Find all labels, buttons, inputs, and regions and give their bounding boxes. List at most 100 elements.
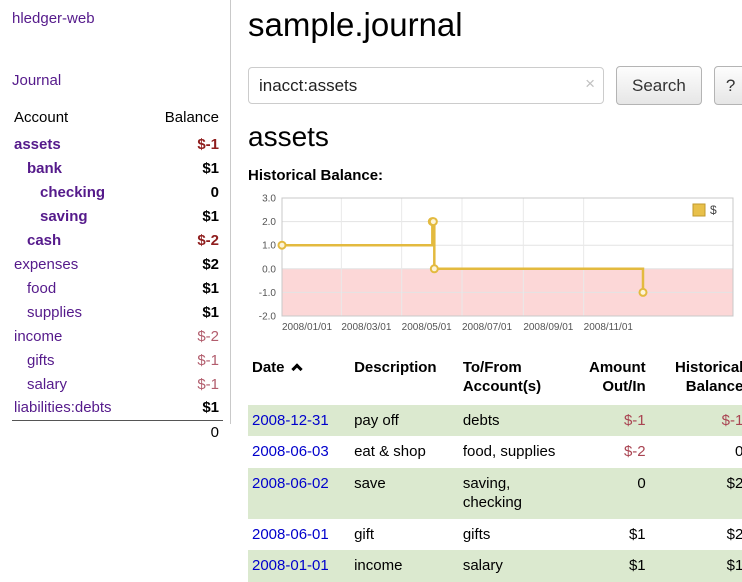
account-name-cell: checking xyxy=(12,180,143,204)
svg-text:3.0: 3.0 xyxy=(262,194,276,205)
description-cell: save xyxy=(354,474,386,492)
search-button[interactable]: Search xyxy=(616,66,702,105)
transaction-date-link[interactable]: 2008-01-01 xyxy=(252,557,329,574)
transaction-date-link[interactable]: 2008-06-01 xyxy=(252,525,329,543)
main-content: sample.journal × Search ? assets Histori… xyxy=(231,0,742,582)
account-name-cell: gifts xyxy=(12,348,143,372)
app-title-link[interactable]: hledger-web xyxy=(12,10,95,27)
register-row: 2008-06-02 save saving, checking 0 $2 xyxy=(248,467,742,519)
register-rows: 2008-12-31 pay off debts $-1 $-1 2008-06-03 ea… xyxy=(248,404,742,582)
svg-text:2008/07/01: 2008/07/01 xyxy=(462,322,512,333)
amount-cell: $1 xyxy=(628,525,646,543)
date-cell: 2008-01-01 xyxy=(248,550,350,582)
sidebar-account-link[interactable]: assets xyxy=(14,135,61,153)
account-row: saving $1 xyxy=(12,204,223,228)
account-row: gifts $-1 xyxy=(12,348,223,372)
tofrom-account-cell: salary xyxy=(462,557,503,574)
amount-cell: $1 xyxy=(628,557,646,574)
sidebar-account-link[interactable]: bank xyxy=(27,159,63,177)
historical-balance-cell: $2 xyxy=(726,474,742,492)
account-row: expenses $2 xyxy=(12,252,223,276)
chart-svg: 2008/01/01 2008/03/01 2008/05/01 2008/07/01… xyxy=(259,194,734,333)
sort-ascending-icon[interactable] xyxy=(290,363,303,375)
account-name-cell: food xyxy=(12,276,143,300)
sidebar-account-link[interactable]: saving xyxy=(40,207,88,225)
clear-search-icon[interactable]: × xyxy=(585,74,595,93)
svg-text:-2.0: -2.0 xyxy=(259,312,277,323)
account-balance: $-1 xyxy=(197,375,219,393)
search-row: × Search ? xyxy=(248,66,742,105)
tofrom-account-cell: debts xyxy=(462,411,500,429)
amount-cell: $-2 xyxy=(623,443,646,460)
historical-balance-cell: $1 xyxy=(726,557,742,574)
account-heading: assets xyxy=(248,121,329,152)
transaction-date-link[interactable]: 2008-06-03 xyxy=(252,443,329,460)
register-header-date: Date xyxy=(252,359,285,376)
sidebar-account-link[interactable]: food xyxy=(27,279,57,297)
account-name-cell: liabilities:debts xyxy=(12,396,143,420)
account-row: assets $-1 xyxy=(12,132,223,156)
description-cell: pay off xyxy=(354,411,399,429)
svg-text:2008/09/01: 2008/09/01 xyxy=(523,322,573,333)
account-name-cell: income xyxy=(12,324,143,348)
account-row: supplies $1 xyxy=(12,300,223,324)
tofrom-account-cell: gifts xyxy=(462,525,491,543)
account-balance: $1 xyxy=(202,279,219,297)
page-title: sample.journal xyxy=(248,6,463,43)
search-input[interactable] xyxy=(248,67,604,104)
svg-text:2008/01/01: 2008/01/01 xyxy=(282,322,332,333)
amount-cell: 0 xyxy=(637,474,646,492)
svg-text:2008/11/01: 2008/11/01 xyxy=(584,322,634,333)
date-cell: 2008-06-02 xyxy=(248,468,350,519)
sidebar: hledger-web Journal Account Balance asse… xyxy=(0,0,231,582)
historical-balance-cell: $-1 xyxy=(721,411,742,429)
description-cell: gift xyxy=(354,525,375,543)
date-cell: 2008-06-01 xyxy=(248,519,350,551)
account-balance: $2 xyxy=(202,255,219,273)
account-name-cell: expenses xyxy=(12,252,143,276)
amount-cell: $-1 xyxy=(623,411,646,429)
accounts-total: 0 xyxy=(143,419,223,444)
account-row: liabilities:debts $1 xyxy=(12,396,223,420)
accounts-header-account: Account xyxy=(14,109,69,126)
tofrom-account-cell: saving, checking xyxy=(462,474,523,512)
sidebar-account-link[interactable]: checking xyxy=(40,183,106,201)
svg-text:0.0: 0.0 xyxy=(262,264,276,275)
account-balance: 0 xyxy=(210,183,219,201)
account-name-cell: saving xyxy=(12,204,143,228)
sidebar-account-link[interactable]: liabilities:debts xyxy=(14,399,112,417)
sidebar-account-link[interactable]: income xyxy=(14,327,63,345)
accounts-table: Account Balance assets $-1 bank $1 checking 0… xyxy=(12,106,223,444)
sidebar-item-journal[interactable]: Journal xyxy=(12,72,62,89)
register-table: Date Description To/From Account(s) Amou… xyxy=(248,355,742,582)
sidebar-account-link[interactable]: cash xyxy=(27,231,62,249)
account-row: bank $1 xyxy=(12,156,223,180)
help-button[interactable]: ? xyxy=(713,66,742,105)
account-balance: $1 xyxy=(202,159,219,177)
transaction-date-link[interactable]: 2008-12-31 xyxy=(252,411,329,429)
register-header-amount: Amount Out/In xyxy=(589,359,646,395)
svg-text:2.0: 2.0 xyxy=(262,217,276,228)
account-name-cell: salary xyxy=(12,372,143,396)
sidebar-account-link[interactable]: salary xyxy=(27,375,68,393)
sidebar-account-link[interactable]: expenses xyxy=(14,255,79,273)
account-row: income $-2 xyxy=(12,324,223,348)
svg-text:$: $ xyxy=(710,203,717,217)
description-cell: eat & shop xyxy=(354,443,426,460)
historical-balance-cell: $2 xyxy=(726,525,742,543)
chart-title: Historical Balance: xyxy=(248,167,384,184)
register-header-balance: Historical Balance xyxy=(674,359,742,395)
svg-text:-1.0: -1.0 xyxy=(259,288,277,299)
historical-balance-cell: 0 xyxy=(735,443,742,460)
accounts-header-balance: Balance xyxy=(164,109,219,126)
description-cell: income xyxy=(354,557,403,574)
sidebar-account-link[interactable]: gifts xyxy=(27,351,55,369)
search-box: × xyxy=(248,67,604,104)
historical-balance-chart: 2008/01/01 2008/03/01 2008/05/01 2008/07/01… xyxy=(248,190,742,345)
date-cell: 2008-12-31 xyxy=(248,405,350,437)
svg-text:1.0: 1.0 xyxy=(262,241,276,252)
transaction-date-link[interactable]: 2008-06-02 xyxy=(252,474,329,492)
sidebar-account-link[interactable]: supplies xyxy=(27,303,83,321)
account-row: food $1 xyxy=(12,276,223,300)
tofrom-account-cell: food, supplies xyxy=(462,443,556,460)
